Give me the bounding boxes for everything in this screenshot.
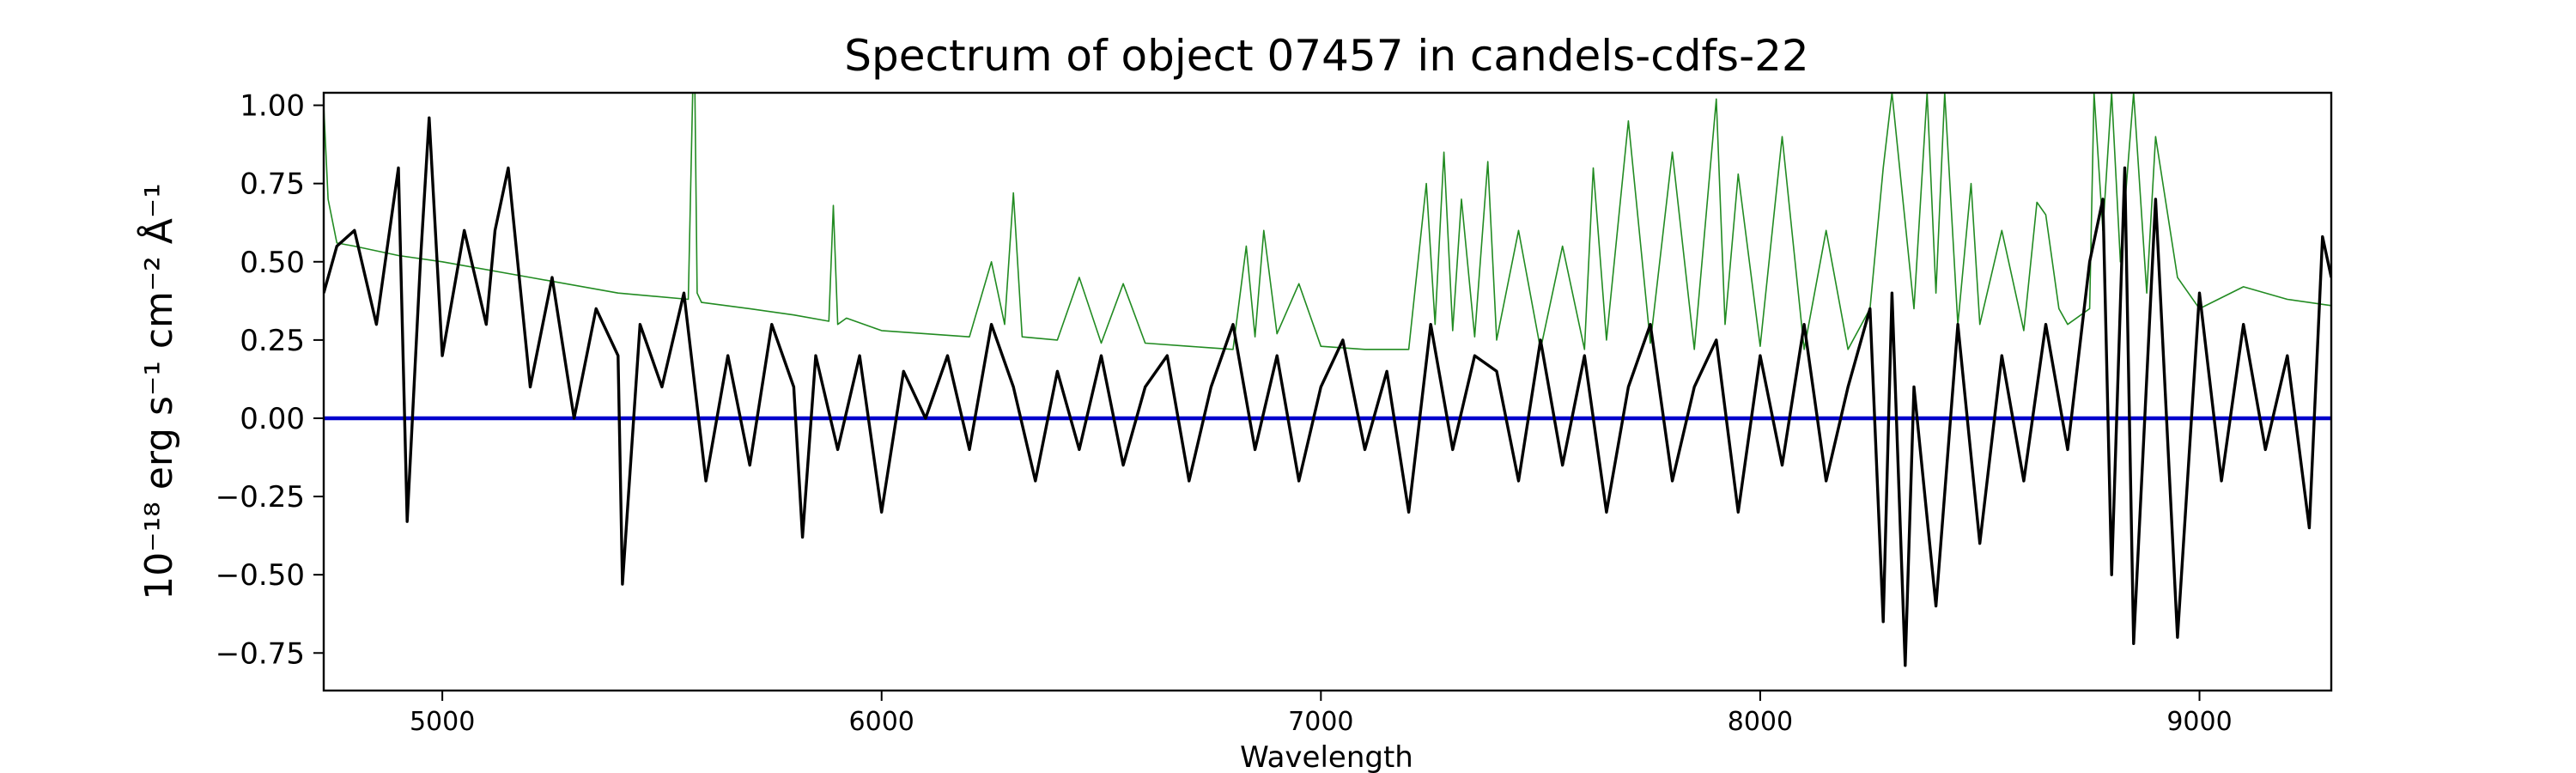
y-tick-label: −0.25 [216,480,305,514]
x-tick-label: 8000 [1728,707,1793,737]
x-tick-label: 6000 [849,707,914,737]
x-tick-label: 7000 [1288,707,1353,737]
axes-frame [322,91,2333,692]
x-axis-label: Wavelength [1240,740,1413,773]
x-axis: 5000 6000 7000 8000 9000 [410,691,2233,737]
series-layer [324,93,2331,667]
flux-series-line [324,116,2331,667]
plot-area [322,91,2333,692]
y-axis-label: 10⁻¹⁸ erg s⁻¹ cm⁻² Å⁻¹ [136,183,181,600]
x-tick-label: 5000 [410,707,475,737]
chart-title: Spectrum of object 07457 in candels-cdfs… [844,31,1809,81]
y-tick-label: −0.75 [216,636,305,671]
noise-series-line [324,93,2331,350]
y-axis: −0.75 −0.50 −0.25 0.00 0.25 0.50 0.75 1.00 [216,89,324,671]
y-tick-label: 0.75 [240,167,305,202]
y-tick-label: 1.00 [240,89,305,124]
x-tick-label: 9000 [2166,707,2232,737]
y-tick-label: 0.50 [240,246,305,280]
y-tick-label: −0.50 [216,558,305,593]
y-tick-label: 0.25 [240,324,305,358]
y-tick-label: 0.00 [240,402,305,436]
